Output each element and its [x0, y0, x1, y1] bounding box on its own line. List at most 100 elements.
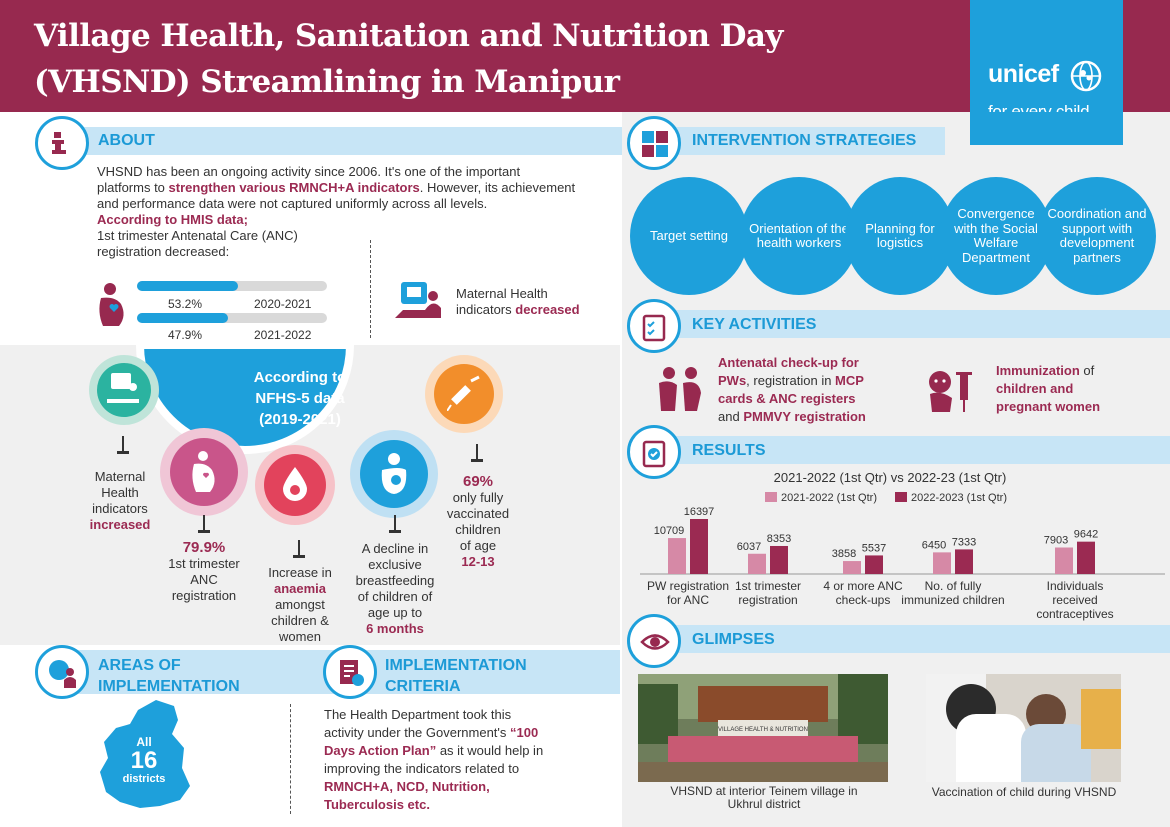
hmis-label: According to HMIS data; — [97, 212, 248, 227]
about-line2a: platforms to — [97, 180, 169, 195]
maternal-monitor-icon — [107, 373, 139, 403]
bar-b-4 — [1077, 541, 1095, 574]
criteria-l4: improving the indicators related to — [324, 761, 520, 776]
nfhs-item-4-l2: exclusive — [368, 557, 422, 572]
nfhs-line3: (2019-2021) — [259, 411, 341, 428]
criteria-heading: IMPLEMENTATION CRITERIA — [385, 655, 527, 697]
value-label-b-1: 8353 — [767, 533, 791, 545]
criteria-l3a: Days Action Plan” — [324, 743, 437, 758]
activities-band — [660, 310, 1170, 338]
about-line2: platforms to strengthen various RMNCH+A … — [97, 180, 627, 196]
criteria-icon-circle — [323, 645, 377, 699]
activity-1-reg: , registration in — [746, 373, 836, 388]
nfhs-circle-3 — [255, 445, 335, 525]
maternal-decreased-word: decreased — [515, 302, 580, 317]
activities-heading: KEY ACTIVITIES — [692, 316, 817, 333]
pin-2 — [203, 515, 205, 531]
maternal-line1: Maternal Health — [456, 286, 548, 301]
manipur-map — [100, 700, 190, 808]
pin-1 — [122, 436, 124, 452]
activity-immunization: Immunization of children and pregnant wo… — [996, 362, 1100, 416]
activity-1-l4: and PMMVY registration — [718, 408, 866, 426]
criteria-heading-1: IMPLEMENTATION — [385, 657, 527, 674]
strategies-heading: INTERVENTION STRATEGIES — [692, 132, 917, 149]
anc-bar-fill-2020 — [137, 281, 239, 291]
puzzle-icon — [642, 131, 668, 157]
criteria-l5: RMNCH+A, NCD, Nutrition, — [324, 779, 490, 794]
areas-icon-circle — [35, 645, 89, 699]
checklist-icon — [340, 660, 364, 686]
nfhs-circle-2 — [160, 428, 248, 516]
criteria-text: The Health Department took this activity… — [324, 706, 619, 814]
nfhs-circle-1 — [89, 355, 159, 425]
pin-5 — [476, 444, 478, 460]
about-band — [70, 127, 625, 155]
legend-label-a: 2021-2022 (1st Qtr) — [781, 492, 877, 504]
nfhs-item-5: 69% only fully vaccinated children of ag… — [430, 474, 526, 570]
nfhs-item-5-l1: only fully — [452, 490, 504, 505]
activity-2-l3: pregnant women — [996, 399, 1101, 414]
value-label-a-3: 6450 — [922, 539, 946, 551]
location-person-icon — [49, 660, 76, 688]
category-label-0-l2: for ANC — [667, 593, 709, 607]
activity-1-mcp: MCP — [835, 373, 864, 388]
criteria-l6: Tuberculosis etc. — [324, 797, 430, 812]
activity-2-l2: children and — [996, 381, 1074, 396]
bar-b-1 — [770, 545, 788, 574]
nfhs-circle-4 — [350, 430, 438, 518]
caption-1-l1: VHSND at interior Teinem village in — [670, 784, 858, 798]
pin-1-base — [117, 451, 129, 454]
pin-5-base — [471, 459, 483, 462]
value-label-b-0: 16397 — [684, 506, 715, 518]
nfhs-item-3-l1: Increase in — [268, 565, 332, 580]
bar-b-3 — [955, 549, 973, 574]
nfhs-item-2-l3: registration — [171, 588, 237, 603]
nfhs-item-2-l1: 1st trimester — [168, 556, 240, 571]
activity-2-of: of — [1079, 363, 1095, 378]
about-heading: ABOUT — [98, 132, 155, 149]
nfhs-item-5-l3: children — [455, 522, 501, 537]
nfhs-item-3: Increase in anaemia amongst children & w… — [252, 565, 348, 645]
pin-4-base — [389, 530, 401, 533]
clipboard-check-icon — [642, 440, 666, 468]
nfhs-item-5-pct: 69% — [462, 473, 494, 490]
category-label-3-l2: immunized children — [901, 593, 1004, 607]
glimpses-band — [660, 625, 1170, 653]
info-icon — [35, 116, 89, 170]
areas-divider — [290, 704, 291, 814]
nfhs-item-3-l4: children & — [271, 613, 329, 628]
strategy-target-setting: Target setting — [630, 177, 748, 295]
value-label-b-4: 9642 — [1074, 529, 1098, 541]
nfhs-item-4-l4: of children of — [357, 589, 433, 604]
anc-bar-2021 — [137, 313, 327, 323]
bar-b-0 — [690, 519, 708, 574]
nfhs-title: According to NFHS-5 data (2019-2021) — [220, 367, 380, 430]
nfhs-item-1-l2: Health — [101, 485, 139, 500]
about-line1: VHSND has been an ongoing activity since… — [97, 164, 521, 179]
value-label-a-0: 10709 — [654, 525, 685, 537]
strategy-convergence: Convergence with the Social Welfare Depa… — [940, 177, 1052, 295]
immunization-icon — [929, 371, 972, 412]
category-label-2-l2: check-ups — [836, 593, 891, 607]
category-label-2-l1: 4 or more ANC — [823, 579, 903, 593]
caption-2: Vaccination of child during VHSND — [931, 785, 1117, 799]
activity-2-immunization: Immunization — [996, 363, 1080, 378]
glimpses-icon-circle — [627, 614, 681, 668]
criteria-l3: Days Action Plan” as it would help in — [324, 742, 619, 760]
areas-heading-2: IMPLEMENTATION — [98, 678, 240, 695]
areas-heading-1: AREAS OF — [98, 657, 181, 674]
criteria-l2: activity under the Government's “100 — [324, 724, 619, 742]
value-label-b-3: 7333 — [952, 536, 976, 548]
value-label-a-4: 7903 — [1044, 534, 1068, 546]
value-label-b-2: 5537 — [862, 542, 886, 554]
caption-1-l2: Ukhrul district — [727, 797, 801, 811]
bar-a-4 — [1055, 547, 1073, 574]
criteria-l1: The Health Department took this — [324, 707, 512, 722]
activities-icon-circle — [627, 299, 681, 353]
pin-2-base — [198, 530, 210, 533]
page-title-line2: (VHSND) Streamlining in Manipur — [34, 64, 620, 100]
map-all: All — [136, 735, 152, 749]
map-num: 16 — [130, 747, 158, 774]
nfhs-item-5-l2: vaccinated — [446, 506, 510, 521]
